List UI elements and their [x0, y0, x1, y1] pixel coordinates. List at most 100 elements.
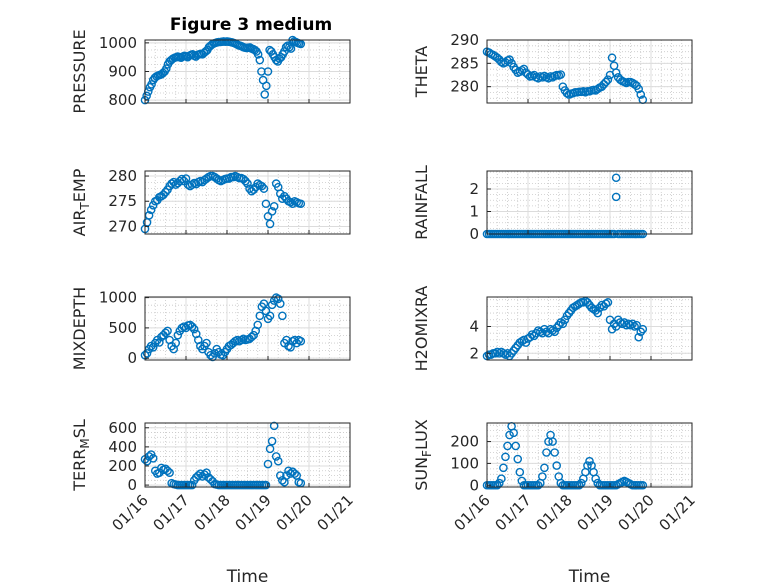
x-tick-label: 01/20	[615, 491, 658, 534]
data-point	[290, 469, 299, 478]
data-point	[267, 207, 277, 216]
plot-frame	[486, 39, 693, 104]
data-point	[497, 57, 506, 67]
data-point	[142, 91, 151, 101]
data-point	[601, 77, 611, 87]
y-tick-label: 800	[108, 91, 137, 109]
data-point	[161, 328, 170, 338]
plot-frame	[486, 170, 693, 235]
data-point	[167, 179, 176, 188]
subplot-2: 280 285 290 THETA	[412, 31, 693, 105]
y-tick-label: 0	[469, 225, 479, 243]
y-tick-label: 2	[469, 344, 479, 362]
data-point	[273, 294, 283, 304]
data-point	[503, 441, 512, 451]
y-tick-label: 285	[450, 54, 479, 72]
data-point	[193, 471, 203, 480]
data-point	[513, 454, 523, 464]
data-point	[202, 338, 211, 348]
y-tick-label: 900	[108, 63, 137, 81]
data-point	[296, 336, 306, 346]
subplot-5: 0 500 1000 MIXDEPTH	[70, 287, 351, 370]
data-point	[259, 184, 269, 193]
data-series	[482, 421, 648, 490]
data-point	[147, 80, 156, 89]
data-point	[638, 480, 648, 490]
data-point	[574, 480, 584, 490]
data-point	[548, 437, 557, 446]
data-point	[163, 326, 172, 336]
plot-frame	[486, 296, 693, 361]
data-point	[210, 349, 219, 358]
data-point	[257, 181, 267, 191]
data-point	[282, 471, 291, 480]
data-point	[288, 199, 297, 209]
subplot-3: 270 275 280 AIRTEMP	[70, 167, 351, 236]
data-point	[269, 201, 279, 211]
data-point	[501, 350, 510, 359]
data-point	[159, 190, 168, 199]
data-point	[492, 347, 502, 357]
data-point	[550, 327, 559, 337]
data-point	[275, 299, 285, 308]
data-point	[163, 466, 172, 476]
data-series	[140, 293, 306, 362]
data-point	[173, 330, 183, 340]
data-point	[501, 452, 510, 462]
y-tick-label: 400	[108, 438, 137, 456]
y-tick-label: 270	[108, 217, 137, 235]
data-point	[278, 311, 287, 321]
data-point	[142, 349, 152, 358]
data-point	[296, 199, 306, 209]
data-point	[148, 200, 158, 210]
data-series	[482, 296, 648, 361]
data-point	[148, 342, 158, 352]
data-point	[511, 441, 521, 451]
data-point	[538, 73, 547, 82]
data-point	[263, 459, 273, 469]
y-tick-label: 290	[450, 31, 479, 49]
y-tick-label: 200	[108, 457, 137, 475]
x-tick-label: 01/16	[451, 491, 494, 534]
data-point	[267, 436, 277, 446]
data-point	[509, 428, 518, 438]
y-tick-label: 0	[127, 476, 137, 494]
data-point	[267, 300, 277, 310]
data-point	[261, 199, 271, 209]
data-point	[183, 180, 193, 189]
data-point	[583, 461, 592, 470]
data-point	[253, 320, 263, 330]
data-point	[585, 456, 594, 466]
x-tick-label: 01/18	[533, 491, 576, 534]
plot-frame	[144, 296, 351, 361]
plot-frame	[144, 170, 351, 235]
x-tick-label: 01/21	[314, 491, 357, 534]
data-point	[161, 187, 170, 197]
data-point	[265, 311, 275, 321]
data-point	[607, 53, 617, 63]
data-point	[626, 320, 635, 330]
x-axis-label: Time	[226, 567, 269, 583]
data-series	[482, 47, 648, 105]
data-point	[593, 308, 603, 318]
data-point	[533, 480, 543, 490]
x-tick-label: 01/17	[150, 491, 193, 534]
data-point	[165, 468, 174, 477]
data-point	[527, 330, 537, 339]
data-point	[169, 177, 178, 187]
data-point	[243, 179, 252, 188]
data-point	[241, 176, 250, 186]
data-point	[189, 324, 199, 334]
data-point	[558, 319, 568, 329]
data-point	[523, 70, 533, 79]
y-axis-label: MIXDEPTH	[70, 287, 89, 370]
data-point	[202, 468, 211, 477]
data-point	[265, 444, 275, 454]
y-axis-label: THETA	[412, 46, 431, 98]
data-point	[286, 44, 296, 53]
data-point	[603, 298, 613, 307]
data-point	[552, 461, 562, 470]
data-point	[247, 332, 256, 342]
y-tick-label: 4	[469, 317, 479, 335]
